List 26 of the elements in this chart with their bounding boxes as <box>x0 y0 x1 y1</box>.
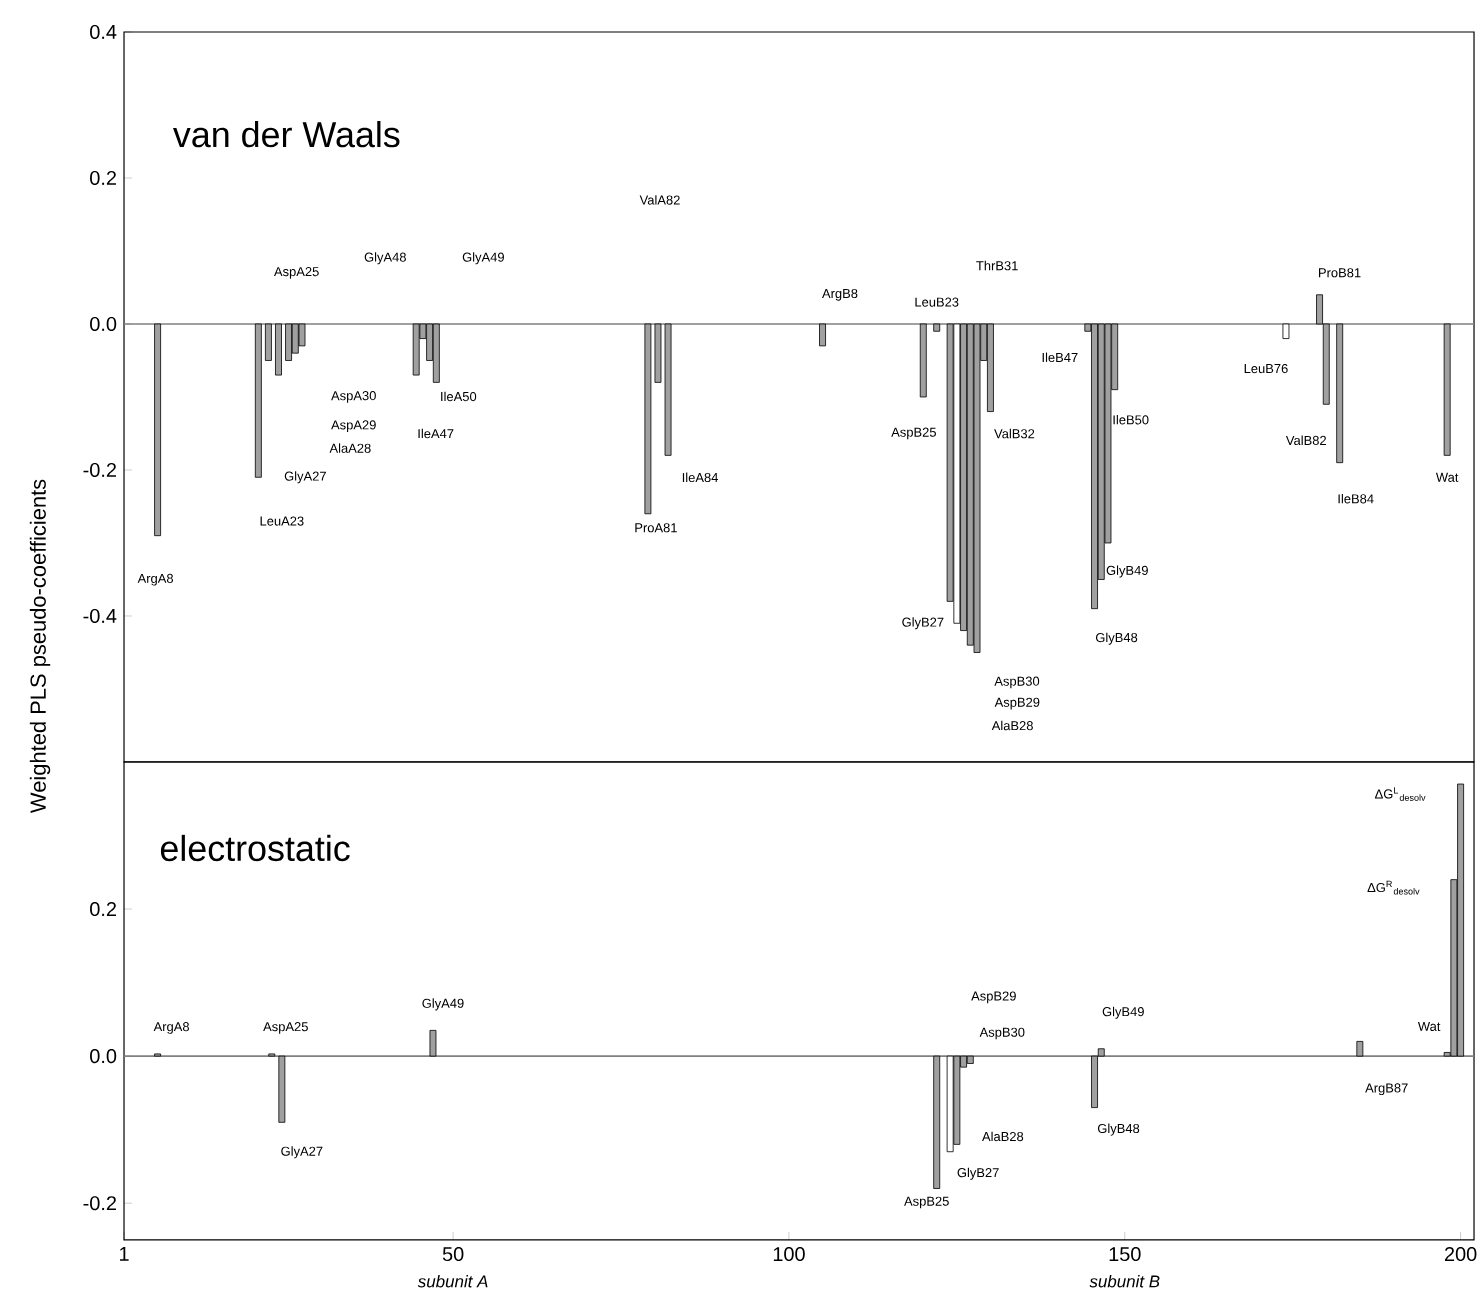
bar <box>1457 783 1465 1057</box>
y-tick-label: 0.2 <box>90 170 116 186</box>
y-tick-label: 0.0 <box>90 316 117 332</box>
y-tick-label: -0.4 <box>83 608 117 624</box>
bar <box>966 1055 974 1064</box>
bar <box>1091 1055 1098 1108</box>
bar <box>953 1055 961 1145</box>
y-axis-title: Weighted PLS pseudo-coefficients <box>29 479 51 814</box>
y-tick-label: 0.0 <box>90 1049 117 1064</box>
y-tick-label: 0.2 <box>90 902 116 917</box>
x-tick-label: 150 <box>1109 1247 1141 1262</box>
y-tick-label: -0.2 <box>83 462 116 478</box>
text: subunit A <box>417 1275 488 1288</box>
y-tick-label: -0.2 <box>83 1196 116 1211</box>
bar <box>946 1055 954 1153</box>
x-tick-label: 50 <box>442 1247 464 1262</box>
text: van der Waals <box>173 120 400 148</box>
x-tick-label: 1 <box>120 1247 129 1261</box>
bar <box>933 1055 941 1189</box>
bar <box>429 1029 437 1057</box>
x-tick-label: 100 <box>773 1247 805 1262</box>
text: subunit B <box>1089 1275 1160 1288</box>
y-tick-label: 0.4 <box>90 24 117 40</box>
bar <box>1356 1041 1364 1057</box>
x-tick-label: 200 <box>1444 1247 1477 1262</box>
text: electrostatic <box>160 834 350 862</box>
